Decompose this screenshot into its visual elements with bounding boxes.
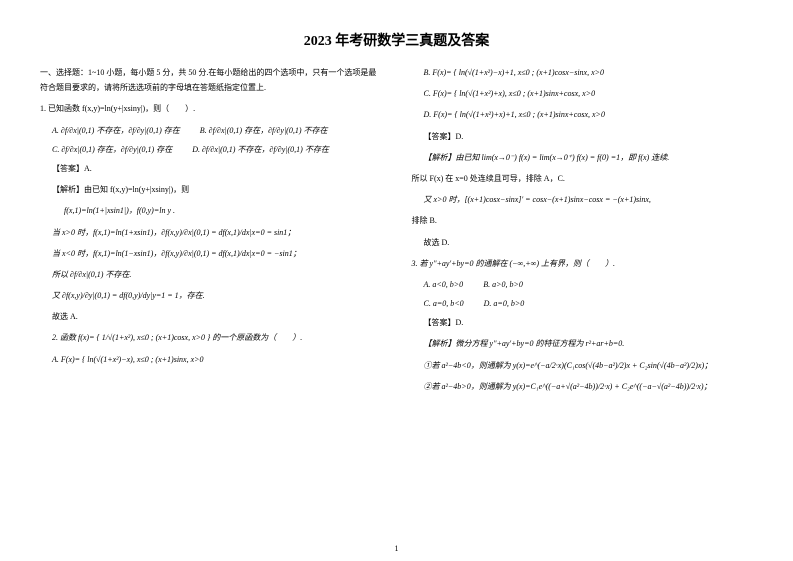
q3-row1: A. a<0, b>0 B. a>0, b>0 xyxy=(412,277,754,292)
q2-line2: 又 x>0 时，[(x+1)cosx−sinx]' = cosx−(x+1)si… xyxy=(412,192,754,207)
q3-optA: A. a<0, b>0 xyxy=(424,277,464,292)
q3-optB: B. a>0, b>0 xyxy=(483,277,523,292)
q1-so1: 所以 ∂f/∂x|(0,1) 不存在. xyxy=(40,267,382,282)
q1-analysis-lead: 【解析】由已知 f(x,y)=ln(y+|xsiny|)，则 xyxy=(40,182,382,197)
left-column: 一、选择题：1~10 小题，每小题 5 分，共 50 分.在每小题给出的四个选项… xyxy=(40,65,382,400)
q2-analysis-lead: 【解析】由已知 lim(x→0⁻) f(x) = lim(x→0⁺) f(x) … xyxy=(412,150,754,165)
q2-optA: A. F(x)= { ln(√(1+x²)−x), x≤0 ; (x+1)sin… xyxy=(40,352,382,367)
q1-stem: 1. 已知函数 f(x,y)=ln(y+|xsiny|)，则（ ）. xyxy=(40,101,382,116)
q2-line3: 排除 B. xyxy=(412,213,754,228)
section-header: 一、选择题：1~10 小题，每小题 5 分，共 50 分.在每小题给出的四个选项… xyxy=(40,65,382,95)
q3-optD: D. a=0, b>0 xyxy=(484,296,525,311)
q3-optC: C. a=0, b<0 xyxy=(424,296,464,311)
q2-optB: B. F(x)= { ln(√(1+x²)−x)+1, x≤0 ; (x+1)c… xyxy=(412,65,754,80)
q1-optD: D. ∂f/∂x|(0,1) 不存在，∂f/∂y|(0,1) 不存在 xyxy=(192,142,329,157)
q1-optA: A. ∂f/∂x|(0,1) 不存在，∂f/∂y|(0,1) 存在 xyxy=(52,123,180,138)
q3-row2: C. a=0, b<0 D. a=0, b>0 xyxy=(412,296,754,311)
page-number: 1 xyxy=(395,544,399,553)
q2-optD: D. F(x)= { ln(√(1+x²)+x)+1, x≤0 ; (x+1)s… xyxy=(412,107,754,122)
document-title: 2023 年考研数学三真题及答案 xyxy=(40,30,753,50)
q1-f1: f(x,1)=ln(1+|xsin1|)，f(0,y)=ln y . xyxy=(40,203,382,218)
q1-answer: 【答案】A. xyxy=(40,161,382,176)
q3-answer: 【答案】D. xyxy=(412,315,754,330)
q2-line1: 所以 F(x) 在 x=0 处连续且可导，排除 A，C. xyxy=(412,171,754,186)
q1-row2: C. ∂f/∂x|(0,1) 存在，∂f/∂y|(0,1) 存在 D. ∂f/∂… xyxy=(40,142,382,157)
q1-case1: 当 x>0 时，f(x,1)=ln(1+xsin1)，∂f(x,y)/∂x|(0… xyxy=(40,225,382,240)
q3-case1: ①若 a²−4b<0，则通解为 y(x)=e^(−a/2·x)(C₁cos(√(… xyxy=(412,358,754,373)
q1-row1: A. ∂f/∂x|(0,1) 不存在，∂f/∂y|(0,1) 存在 B. ∂f/… xyxy=(40,123,382,138)
two-column-layout: 一、选择题：1~10 小题，每小题 5 分，共 50 分.在每小题给出的四个选项… xyxy=(40,65,753,400)
q3-analysis-lead: 【解析】微分方程 y''+ay'+by=0 的特征方程为 r²+ar+b=0. xyxy=(412,336,754,351)
q1-so2: 又 ∂f(x,y)/∂y|(0,1) = df(0,y)/dy|y=1 = 1，… xyxy=(40,288,382,303)
q2-line4: 故选 D. xyxy=(412,235,754,250)
q2-answer: 【答案】D. xyxy=(412,129,754,144)
q1-optB: B. ∂f/∂x|(0,1) 存在，∂f/∂y|(0,1) 不存在 xyxy=(200,123,328,138)
q2-stem: 2. 函数 f(x)= { 1/√(1+x²), x≤0 ; (x+1)cosx… xyxy=(40,330,382,345)
q2-optC: C. F(x)= { ln(√(1+x²)+x), x≤0 ; (x+1)sin… xyxy=(412,86,754,101)
q1-optC: C. ∂f/∂x|(0,1) 存在，∂f/∂y|(0,1) 存在 xyxy=(52,142,172,157)
q1-case2: 当 x<0 时，f(x,1)=ln(1−xsin1)，∂f(x,y)/∂x|(0… xyxy=(40,246,382,261)
q3-case2: ②若 a²−4b>0，则通解为 y(x)=C₁e^((−a+√(a²−4b))/… xyxy=(412,379,754,394)
q3-stem: 3. 若 y''+ay'+by=0 的通解在 (−∞,+∞) 上有界，则（ ）. xyxy=(412,256,754,271)
right-column: B. F(x)= { ln(√(1+x²)−x)+1, x≤0 ; (x+1)c… xyxy=(412,65,754,400)
q1-so3: 故选 A. xyxy=(40,309,382,324)
